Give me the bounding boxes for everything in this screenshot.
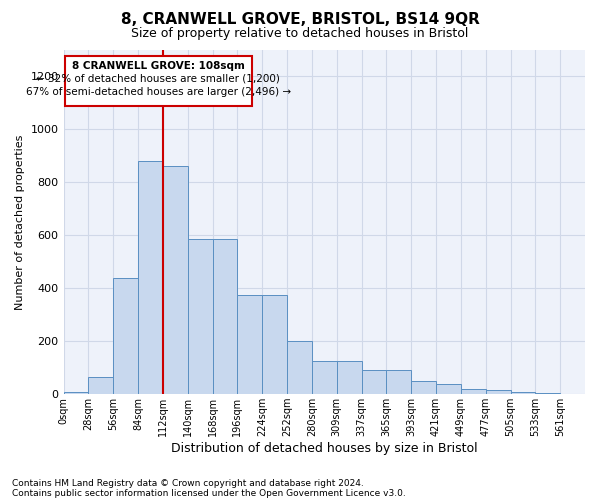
Bar bbox=[436, 384, 461, 394]
Bar bbox=[138, 161, 163, 394]
Bar bbox=[312, 361, 337, 394]
Text: Contains HM Land Registry data © Crown copyright and database right 2024.: Contains HM Land Registry data © Crown c… bbox=[12, 478, 364, 488]
Text: ← 32% of detached houses are smaller (1,200): ← 32% of detached houses are smaller (1,… bbox=[37, 74, 280, 84]
Text: 8, CRANWELL GROVE, BRISTOL, BS14 9QR: 8, CRANWELL GROVE, BRISTOL, BS14 9QR bbox=[121, 12, 479, 28]
Y-axis label: Number of detached properties: Number of detached properties bbox=[15, 134, 25, 310]
Bar bbox=[113, 278, 138, 394]
Text: 8 CRANWELL GROVE: 108sqm: 8 CRANWELL GROVE: 108sqm bbox=[72, 60, 245, 70]
Bar bbox=[386, 370, 411, 394]
Bar bbox=[64, 392, 88, 394]
Bar bbox=[88, 377, 113, 394]
Bar bbox=[212, 240, 238, 394]
Text: Size of property relative to detached houses in Bristol: Size of property relative to detached ho… bbox=[131, 28, 469, 40]
Bar bbox=[535, 393, 560, 394]
Bar bbox=[163, 166, 188, 394]
Bar bbox=[337, 361, 362, 394]
Bar bbox=[485, 390, 511, 394]
X-axis label: Distribution of detached houses by size in Bristol: Distribution of detached houses by size … bbox=[171, 442, 478, 455]
Text: Contains public sector information licensed under the Open Government Licence v3: Contains public sector information licen… bbox=[12, 488, 406, 498]
Bar bbox=[238, 295, 262, 394]
FancyBboxPatch shape bbox=[65, 56, 251, 106]
Bar bbox=[188, 240, 212, 394]
Bar bbox=[362, 370, 386, 394]
Text: 67% of semi-detached houses are larger (2,496) →: 67% of semi-detached houses are larger (… bbox=[26, 87, 291, 97]
Bar bbox=[287, 341, 312, 394]
Bar bbox=[461, 389, 485, 394]
Bar bbox=[262, 295, 287, 394]
Bar bbox=[411, 381, 436, 394]
Bar bbox=[511, 392, 535, 394]
